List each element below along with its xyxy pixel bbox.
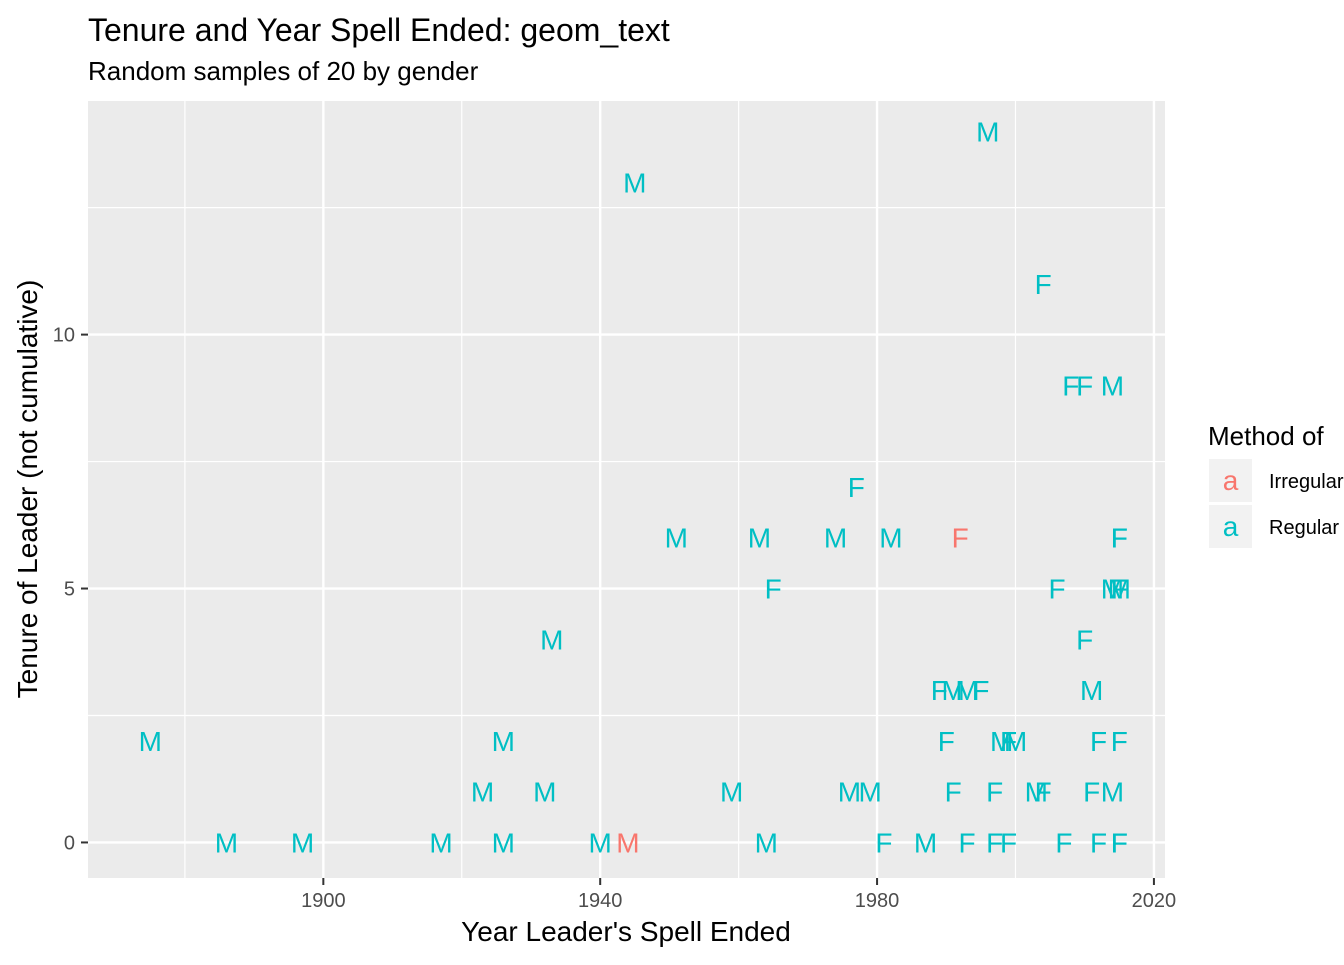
point-label: M	[976, 116, 999, 147]
x-axis: 1900 1940 1980 2020	[301, 878, 1176, 912]
point-label: M	[533, 777, 556, 808]
legend-key-glyph: a	[1223, 465, 1239, 496]
point-label: F	[875, 827, 892, 858]
point-label: F	[1083, 777, 1100, 808]
point-label: F	[1111, 827, 1128, 858]
point-label: F	[1090, 827, 1107, 858]
point-label: M	[838, 777, 861, 808]
point-label: M	[1101, 777, 1124, 808]
point-label: F	[1035, 777, 1052, 808]
grid-major	[88, 101, 1165, 878]
y-tick-label: 10	[53, 325, 75, 347]
point-label: F	[1111, 523, 1128, 554]
legend-title: Method of	[1208, 421, 1324, 451]
chart-subtitle: Random samples of 20 by gender	[88, 56, 479, 86]
point-label: F	[972, 675, 989, 706]
y-tick-label: 0	[64, 832, 75, 854]
legend-key-glyph: a	[1223, 511, 1239, 542]
point-label: M	[824, 523, 847, 554]
point-label: M	[291, 827, 314, 858]
point-label: M	[914, 827, 937, 858]
point-label: M	[616, 827, 639, 858]
y-axis-title: Tenure of Leader (not cumulative)	[12, 280, 43, 699]
legend-keys: a Irregular a Regular	[1209, 459, 1344, 548]
point-label: M	[942, 675, 965, 706]
point-label: M	[720, 777, 743, 808]
point-label: M	[623, 167, 646, 198]
point-label: F	[1035, 269, 1052, 300]
point-label: M	[215, 827, 238, 858]
point-label: F	[1076, 370, 1093, 401]
point-label: M	[429, 827, 452, 858]
x-tick-label: 2020	[1132, 890, 1177, 912]
x-tick-label: 1980	[855, 890, 900, 912]
legend-key-box	[1209, 459, 1252, 502]
point-label: M	[1004, 726, 1027, 757]
legend-label: Irregular	[1269, 471, 1344, 493]
point-label: M	[540, 624, 563, 655]
point-label: F	[1090, 726, 1107, 757]
point-label: M	[879, 523, 902, 554]
legend-label: Regular	[1269, 517, 1339, 539]
point-label: F	[1111, 523, 1128, 554]
point-label: M	[955, 675, 978, 706]
point-label: M	[1108, 574, 1131, 605]
point-label: F	[958, 827, 975, 858]
point-label: F	[1000, 726, 1017, 757]
point-label: F	[1111, 827, 1128, 858]
point-label: F	[986, 827, 1003, 858]
point-label: M	[492, 827, 515, 858]
point-label: M	[755, 827, 778, 858]
point-label: M	[665, 523, 688, 554]
point-label: F	[1062, 370, 1079, 401]
y-axis: 0 5 10	[53, 325, 88, 854]
point-label: F	[765, 574, 782, 605]
point-label: F	[986, 777, 1003, 808]
y-tick-label: 5	[64, 579, 75, 601]
plot-panel	[88, 101, 1165, 878]
legend-key-box	[1209, 505, 1252, 548]
point-label: F	[848, 472, 865, 503]
point-label: M	[589, 827, 612, 858]
x-tick-label: 1940	[578, 890, 623, 912]
point-label: M	[1025, 777, 1048, 808]
point-label: M	[990, 726, 1013, 757]
legend: Method of a Irregular a Regular	[1208, 421, 1344, 548]
point-label: M	[1101, 574, 1124, 605]
point-label: M	[1080, 675, 1103, 706]
x-axis-title: Year Leader's Spell Ended	[461, 916, 791, 947]
point-label: M	[139, 726, 162, 757]
point-label: M	[748, 523, 771, 554]
point-label: M	[1101, 370, 1124, 401]
point-label: F	[1111, 574, 1128, 605]
point-label: M	[858, 777, 881, 808]
point-label: F	[1000, 827, 1017, 858]
point-label: F	[1048, 574, 1065, 605]
point-label: F	[931, 675, 948, 706]
point-label: F	[1076, 624, 1093, 655]
grid-minor	[88, 101, 1165, 878]
chart-title: Tenure and Year Spell Ended: geom_text	[88, 12, 670, 48]
point-label: F	[1055, 827, 1072, 858]
point-label: F	[945, 777, 962, 808]
point-label: F	[952, 523, 969, 554]
point-label: M	[492, 726, 515, 757]
x-tick-label: 1900	[301, 890, 346, 912]
point-label: F	[938, 726, 955, 757]
point-label: M	[471, 777, 494, 808]
point-label: F	[1111, 726, 1128, 757]
